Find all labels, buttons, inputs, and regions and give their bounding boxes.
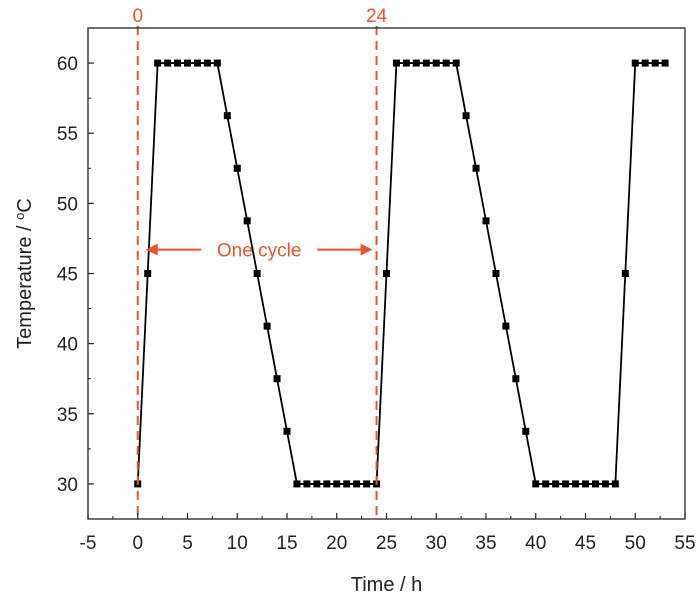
cycle-boundary-label: 24 (366, 6, 388, 27)
plot-marks (134, 59, 669, 488)
data-point (432, 59, 440, 67)
data-point (293, 480, 301, 488)
data-point (193, 59, 201, 67)
x-tick-label: 50 (625, 533, 646, 554)
one-cycle-label: One cycle (217, 241, 301, 262)
data-point (263, 322, 271, 330)
data-point (184, 59, 191, 67)
y-tick-label: 30 (57, 475, 78, 496)
arrow-head-left (145, 243, 158, 256)
data-point (223, 112, 231, 120)
data-point (412, 59, 420, 67)
data-point (233, 164, 241, 172)
data-point (363, 480, 371, 488)
data-point (631, 59, 639, 67)
x-tick-label: 30 (426, 533, 447, 554)
data-point (572, 480, 580, 488)
data-point (452, 59, 460, 67)
data-point (303, 480, 311, 488)
data-point (273, 375, 281, 383)
data-point (402, 59, 410, 67)
y-axis-label-main: Temperature / (14, 220, 36, 349)
data-point (591, 480, 599, 488)
x-tick-label: 5 (182, 533, 193, 554)
x-tick-label: 40 (525, 533, 546, 554)
data-point (442, 59, 450, 67)
y-axis-label-unit: C (14, 198, 36, 212)
data-point (462, 112, 470, 120)
data-point (203, 59, 211, 67)
y-tick-label: 45 (57, 265, 78, 286)
data-point (522, 427, 530, 435)
data-point (283, 427, 291, 435)
x-tick-label: 45 (575, 533, 596, 554)
y-tick-label: 55 (57, 124, 78, 145)
x-tick-label: 15 (276, 533, 297, 554)
data-point (562, 480, 570, 488)
data-point (422, 59, 430, 67)
y-axis-label: Temperature / oC (12, 198, 37, 349)
x-tick-label: 10 (227, 533, 248, 554)
x-tick-label: 0 (132, 533, 143, 554)
data-point (621, 270, 629, 277)
data-point (164, 59, 172, 67)
cycle-boundary-label: 0 (132, 6, 143, 27)
data-point (323, 480, 331, 488)
x-tick-label: 35 (475, 533, 496, 554)
y-tick-label: 60 (57, 54, 78, 75)
data-point (144, 270, 152, 277)
data-point (651, 59, 659, 67)
x-tick-label: 55 (674, 533, 695, 554)
axes: -5 0 5 10 15 20 25 30 35 40 45 50 55 30 35 40 45 50 55 60 (57, 27, 696, 554)
y-tick-label: 35 (57, 405, 78, 426)
data-point (174, 59, 182, 67)
x-tick-label: 25 (376, 533, 397, 554)
data-point (154, 59, 162, 67)
data-point (502, 322, 510, 330)
data-point (383, 270, 390, 277)
data-point (213, 59, 221, 67)
y-tick-label: 50 (57, 194, 78, 215)
data-point (512, 375, 520, 383)
data-point (611, 480, 619, 488)
data-point (601, 480, 609, 488)
x-tick-label: 20 (326, 533, 347, 554)
data-point (492, 270, 500, 277)
data-point (482, 217, 490, 225)
y-axis-label-superscript: o (12, 213, 27, 220)
data-point (353, 480, 361, 488)
data-point (542, 480, 550, 488)
data-point (392, 59, 400, 67)
data-point (313, 480, 321, 488)
data-point (253, 270, 261, 277)
data-point (552, 480, 560, 488)
series-line (136, 62, 666, 485)
x-axis-label: Time / h (351, 574, 423, 596)
x-tick-label: -5 (80, 533, 97, 554)
y-tick-label: 40 (57, 335, 78, 356)
data-point (532, 480, 540, 488)
data-point (661, 59, 669, 67)
data-point (641, 59, 649, 67)
annotations: 0 24 One cycle (132, 6, 388, 519)
arrow-head-right (360, 243, 373, 256)
data-point (472, 164, 480, 172)
data-point (243, 217, 251, 225)
data-point (333, 480, 341, 488)
data-point (582, 480, 589, 488)
data-point (343, 480, 351, 488)
